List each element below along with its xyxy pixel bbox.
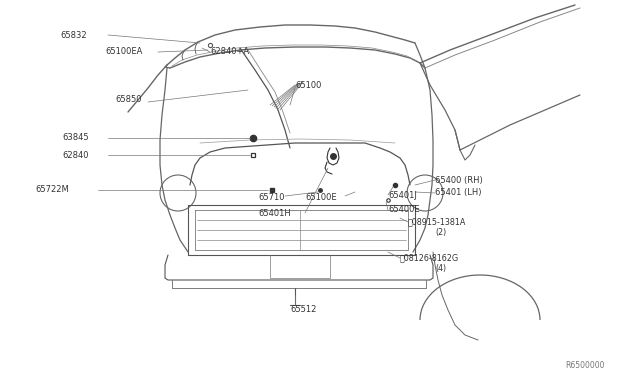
Text: 65100EA: 65100EA [105,48,142,57]
Text: 65512: 65512 [290,305,316,314]
Text: 62840: 62840 [62,151,88,160]
Text: 65401 (LH): 65401 (LH) [435,189,481,198]
Text: (4): (4) [435,263,446,273]
Text: 65400E: 65400E [388,205,420,215]
Text: 62840+A: 62840+A [210,48,249,57]
Text: R6500000: R6500000 [565,360,605,369]
Text: 65401H: 65401H [258,208,291,218]
Text: 65100E: 65100E [305,193,337,202]
Text: 65722M: 65722M [35,186,68,195]
Text: 65100: 65100 [295,80,321,90]
Text: 65850: 65850 [115,96,141,105]
Text: 65401J: 65401J [388,190,417,199]
Text: 63845: 63845 [62,134,88,142]
Text: 65710: 65710 [258,193,285,202]
Text: ⓜ08915-1381A: ⓜ08915-1381A [408,218,467,227]
Text: 65400 (RH): 65400 (RH) [435,176,483,185]
Text: Ⓑ08126-8162G: Ⓑ08126-8162G [400,253,459,263]
Text: (2): (2) [435,228,446,237]
Text: 65832: 65832 [60,31,86,39]
